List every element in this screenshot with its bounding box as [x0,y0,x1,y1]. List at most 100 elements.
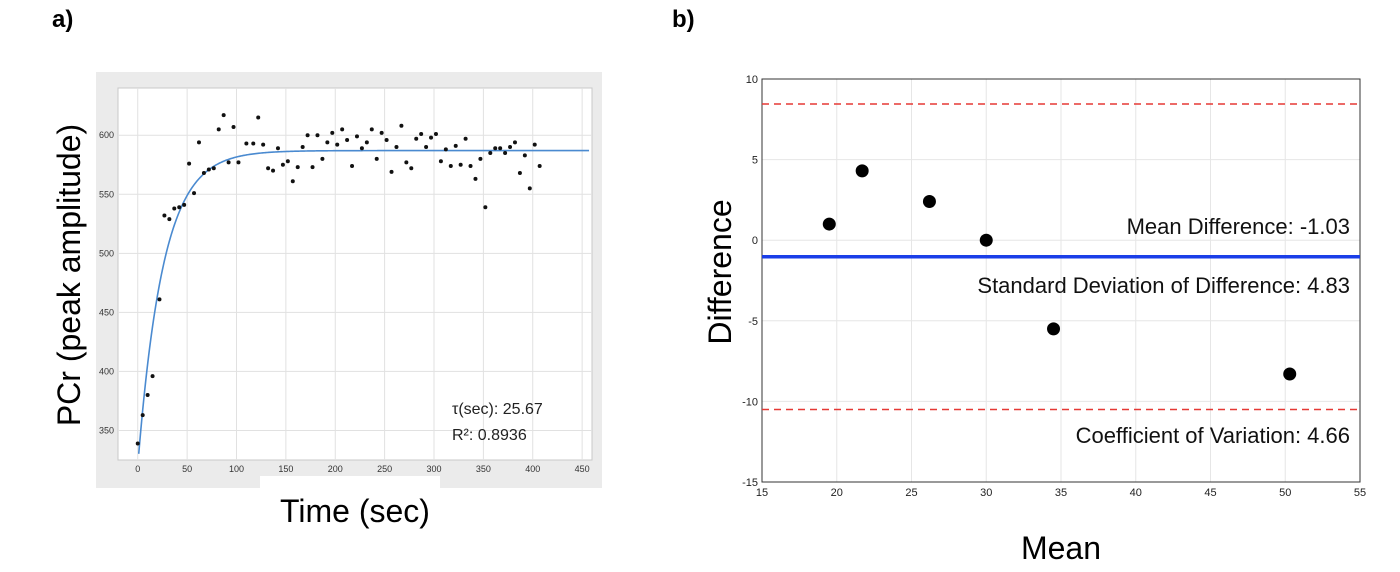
panel-b-x-axis-label: Mean [1021,530,1101,566]
panel-a-x-tick-label: 150 [278,464,293,474]
panel-b-y-tick-label: 5 [752,155,758,167]
panel-a-x-tick-label: 450 [575,464,590,474]
panel-a-data-point [280,162,285,167]
panel-a-y-tick-label: 350 [99,425,114,435]
panel-a-data-point [350,163,355,168]
panel-b-data-points [822,164,1297,381]
panel-a-data-point [473,176,478,181]
panel-a-data-point [172,206,177,211]
panel-a-y-ticks: 350 400 450 500 550 600 [99,130,114,435]
panel-b-data-point [922,195,936,209]
panel-a-data-point [211,166,216,171]
panel-a-data-point [488,150,493,155]
panel-b-x-tick-label: 55 [1354,487,1366,499]
panel-a-xlabel-cover [260,476,440,490]
panel-a-data-point [271,168,276,173]
panel-a-y-tick-label: 450 [99,307,114,317]
panel-a-data-point [335,142,340,147]
panel-a-data-point [140,413,145,418]
panel-a-chart: 0 50 100 150 200 250 300 350 400 450 350 400 450 500… [51,72,602,529]
panel-a-data-point [310,165,315,170]
panel-a-data-point [458,162,463,167]
panel-a-data-point [453,143,458,148]
panel-a-data-points [135,113,542,446]
panel-b-x-tick-label: 45 [1204,487,1216,499]
panel-a-x-ticks: 0 50 100 150 200 250 300 350 400 450 [135,464,589,474]
panel-a-data-point [503,150,508,155]
panel-a-data-point [345,137,350,142]
panel-b-data-point [1283,367,1297,381]
panel-a-data-point [244,141,249,146]
panel-a-data-point [463,136,468,141]
panel-b-x-tick-label: 50 [1279,487,1291,499]
panel-a-data-point [167,217,172,222]
panel-a-data-point [300,145,305,150]
panel-a-data-point [275,146,280,151]
panel-a-data-point [374,156,379,161]
panel-a-data-point [266,166,271,171]
panel-a-data-point [261,142,266,147]
panel-a-x-axis-label: Time (sec) [280,493,430,529]
panel-a-data-point [522,153,527,158]
panel-a-fit-curve [137,149,590,454]
panel-b-x-tick-label: 20 [831,487,843,499]
panel-a-data-point [330,130,335,135]
panel-a-data-point [424,145,429,150]
panel-a-data-point [443,147,448,152]
panel-b-data-point [979,233,993,247]
panel-a-data-point [231,124,236,129]
panel-b-y-tick-label: -10 [742,396,758,408]
panel-a-x-tick-label: 350 [476,464,491,474]
panel-a-data-point [340,127,345,132]
panel-a-data-point [320,156,325,161]
panel-a-data-point [290,179,295,184]
panel-a-data-point [532,142,537,147]
panel-a-data-point [512,140,517,145]
panel-b-x-ticks: 15 20 25 30 35 40 45 50 55 [756,487,1366,499]
panel-a-data-point [206,167,211,172]
panel-b-data-point [1047,322,1061,336]
panel-a-data-point [389,169,394,174]
panel-a-data-point [478,156,483,161]
panel-a-x-tick-label: 250 [377,464,392,474]
panel-a-data-point [379,130,384,135]
panel-a-data-point [162,213,167,218]
panel-a-data-point [221,113,226,118]
panel-a-data-point [305,133,310,138]
panel-a-data-point [325,140,330,145]
panel-a-data-point [448,163,453,168]
panel-a-data-point [498,146,503,151]
panel-a-data-point [177,205,182,210]
panel-a-y-axis-label: PCr (peak amplitude) [51,124,87,426]
panel-a-data-point [409,166,414,171]
panel-a-data-point [196,140,201,145]
panel-a-data-point [359,146,364,151]
panel-a-data-point [508,145,513,150]
panel-a-data-point [150,374,155,379]
panel-a-x-tick-label: 200 [328,464,343,474]
panel-a-data-point [251,141,256,146]
panel-a-data-point [384,137,389,142]
panel-a-data-point [226,160,231,165]
panel-a-data-point [201,171,206,176]
panel-a-data-point [135,441,140,446]
panel-b-sd-label: Standard Deviation of Difference: 4.83 [977,273,1350,298]
panel-a-data-point [493,146,498,151]
panel-a-data-point [295,165,300,170]
panel-b-y-tick-label: 10 [746,74,758,86]
panel-a-x-tick-label: 400 [525,464,540,474]
panel-a-data-point [517,171,522,176]
panel-a-data-point [315,133,320,138]
panel-a-data-point [404,160,409,165]
panel-a-data-point [216,127,221,132]
panel-b-label: b) [672,6,695,33]
panel-b-y-ticks: -15 -10 -5 0 5 10 [742,74,758,489]
panel-a-r2-annotation: R²: 0.8936 [452,427,527,444]
panel-a-y-tick-label: 550 [99,189,114,199]
panel-a-data-point [187,161,192,166]
panel-a-y-tick-label: 400 [99,366,114,376]
panel-b-y-tick-label: 0 [752,235,758,247]
panel-b-y-axis-label: Difference [702,199,738,344]
panel-a-label: a) [52,6,73,33]
